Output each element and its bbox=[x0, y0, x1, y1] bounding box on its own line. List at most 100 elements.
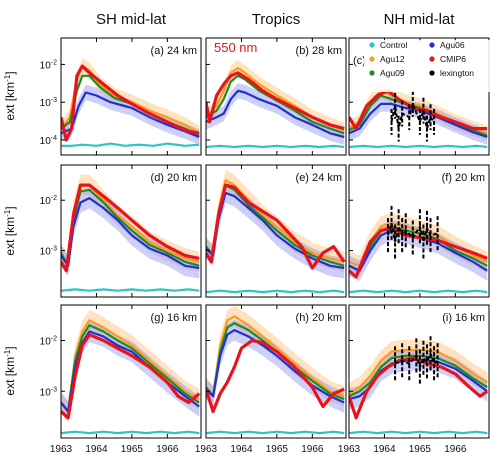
panel-label: (c) bbox=[353, 55, 366, 67]
x-tick-label: 1965 bbox=[409, 444, 432, 455]
x-tick-label: 1963 bbox=[338, 444, 361, 455]
x-tick-label: 1966 bbox=[444, 444, 467, 455]
series-agu06 bbox=[206, 89, 345, 139]
panel-frame bbox=[60, 164, 202, 298]
band-agu12 bbox=[61, 309, 200, 422]
panel-frame bbox=[205, 164, 347, 298]
x-tick-label: 1965 bbox=[121, 444, 144, 455]
panel-label: (e) 24 km bbox=[296, 172, 342, 184]
series-cmip6 bbox=[349, 356, 489, 420]
band-agu06 bbox=[206, 319, 345, 413]
panel-label: (g) 16 km bbox=[151, 312, 197, 324]
legend-marker-control bbox=[369, 42, 375, 48]
legend-marker-agu12 bbox=[369, 56, 375, 62]
y-tick-label: 10-2 bbox=[40, 59, 57, 71]
series-control bbox=[61, 142, 200, 147]
band-agu12 bbox=[349, 339, 488, 404]
series-control bbox=[206, 289, 345, 294]
y-tick-label: 10-2 bbox=[40, 335, 57, 347]
series-agu09 bbox=[349, 354, 488, 398]
legend-marker-lexington bbox=[429, 70, 435, 76]
column-title-0: SH mid-lat bbox=[96, 11, 167, 28]
panel-1: (b) 28 km bbox=[205, 37, 347, 156]
panel-2: (c) bbox=[348, 37, 490, 156]
y-tick-label: 10-2 bbox=[40, 195, 57, 207]
y-axis-label: ext [km-1] bbox=[3, 206, 17, 255]
panel-frame bbox=[348, 304, 490, 439]
x-tick-label: 1964 bbox=[373, 444, 396, 455]
band-agu06 bbox=[349, 220, 488, 281]
panel-4: (e) 24 km bbox=[205, 164, 347, 298]
legend-label-control: Control bbox=[380, 40, 408, 50]
series-control bbox=[349, 289, 488, 294]
y-tick-label: 10-3 bbox=[40, 97, 57, 109]
panel-0: 10-2 10-3 10-4 (a) 24 km bbox=[40, 37, 202, 156]
panel-frame bbox=[205, 37, 347, 156]
series-control bbox=[61, 430, 200, 435]
legend-label-cmip6: CMIP6 bbox=[440, 54, 466, 64]
panel-3: 10-2 10-3 (d) 20 km bbox=[40, 164, 202, 298]
legend-label-agu09: Agu09 bbox=[380, 68, 405, 78]
panel-frame bbox=[205, 304, 347, 439]
band-agu06 bbox=[206, 83, 345, 145]
series-lexington bbox=[394, 350, 439, 370]
panel-frame bbox=[348, 37, 490, 156]
x-tick-label: 1964 bbox=[85, 444, 108, 455]
band-agu06 bbox=[349, 96, 488, 145]
y-tick-label: 10-3 bbox=[40, 386, 57, 398]
x-tick-label: 1963 bbox=[195, 444, 218, 455]
series-cmip6 bbox=[61, 64, 200, 142]
series-cmip6 bbox=[206, 71, 345, 131]
x-tick-label: 1966 bbox=[156, 444, 179, 455]
y-axis-label: ext [km-1] bbox=[3, 346, 17, 395]
panel-label: (d) 20 km bbox=[151, 172, 197, 184]
series-control bbox=[206, 430, 345, 435]
legend-marker-agu06 bbox=[429, 42, 435, 48]
y-tick-label: 10-4 bbox=[40, 135, 57, 147]
x-tick-label: 1963 bbox=[50, 444, 73, 455]
legend-marker-agu09 bbox=[369, 70, 375, 76]
x-tick-label: 1966 bbox=[301, 444, 324, 455]
legend-marker-cmip6 bbox=[429, 56, 435, 62]
y-axis-label: ext [km-1] bbox=[3, 71, 17, 120]
series-cmip6 bbox=[61, 333, 201, 420]
band-agu12 bbox=[206, 305, 345, 407]
panel-8: 1963 1964 1965 1966 (i) 16 km bbox=[338, 304, 490, 455]
series-agu06 bbox=[61, 91, 200, 139]
x-tick-label: 1964 bbox=[230, 444, 253, 455]
series-control bbox=[349, 430, 488, 435]
band-agu06 bbox=[349, 349, 488, 410]
panel-frame bbox=[60, 304, 202, 439]
panel-label: (b) 28 km bbox=[296, 45, 342, 57]
legend-label-agu12: Agu12 bbox=[380, 54, 405, 64]
series-agu12 bbox=[349, 348, 488, 395]
legend-label-agu06: Agu06 bbox=[440, 40, 465, 50]
band-agu06 bbox=[61, 84, 200, 145]
panel-5: (f) 20 km bbox=[348, 164, 490, 298]
panel-label: (f) 20 km bbox=[442, 172, 485, 184]
panel-label: (i) 16 km bbox=[442, 312, 485, 324]
series-cmip6 bbox=[61, 183, 200, 273]
panel-frame bbox=[60, 37, 202, 156]
x-tick-label: 1965 bbox=[266, 444, 289, 455]
series-cmip6 bbox=[349, 89, 488, 131]
series-agu09 bbox=[206, 74, 345, 135]
series-lexington bbox=[390, 100, 435, 129]
series-control bbox=[61, 288, 200, 292]
panel-7: 1963 1964 1965 1966 (h) 20 km bbox=[195, 304, 347, 455]
legend-label-lexington: lexington bbox=[440, 68, 474, 78]
wavelength-label: 550 nm bbox=[214, 40, 257, 55]
panel-label: (h) 20 km bbox=[296, 312, 342, 324]
column-title-1: Tropics bbox=[252, 11, 301, 28]
column-title-2: NH mid-lat bbox=[384, 11, 456, 28]
band-agu06 bbox=[61, 321, 200, 422]
series-cmip6 bbox=[349, 226, 488, 279]
series-control bbox=[206, 144, 345, 149]
series-control bbox=[349, 144, 488, 149]
y-axis-labels: ext [km-1] ext [km-1] ext [km-1] bbox=[3, 71, 17, 395]
panel-frame bbox=[348, 164, 490, 298]
panel-label: (a) 24 km bbox=[151, 45, 197, 57]
series-cmip6 bbox=[206, 338, 345, 414]
panel-6: 1963 1964 1965 1966 10-2 10-3 (g) 16 km bbox=[40, 304, 202, 455]
